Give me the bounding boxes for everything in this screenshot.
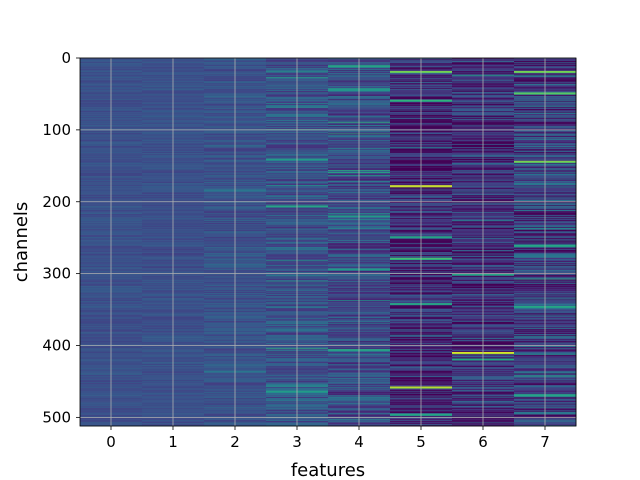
x-tick-label: 6 bbox=[478, 433, 488, 451]
y-axis-label: channels bbox=[11, 202, 32, 283]
y-tick-label: 300 bbox=[42, 265, 71, 283]
y-tick-label: 0 bbox=[61, 49, 71, 67]
x-tick-label: 4 bbox=[354, 433, 364, 451]
x-axis-label: features bbox=[291, 460, 365, 480]
x-tick-label: 3 bbox=[292, 433, 302, 451]
y-tick-label: 200 bbox=[42, 193, 71, 211]
x-tick-label: 7 bbox=[540, 433, 550, 451]
x-tick-label: 0 bbox=[106, 433, 116, 451]
y-tick-label: 500 bbox=[42, 408, 71, 426]
x-tick-label: 2 bbox=[230, 433, 240, 451]
x-tick-label: 5 bbox=[416, 433, 426, 451]
y-tick-label: 100 bbox=[42, 121, 71, 139]
plot-area bbox=[80, 58, 576, 426]
y-tick-label: 400 bbox=[42, 337, 71, 355]
x-tick-label: 1 bbox=[168, 433, 178, 451]
heatmap-cells bbox=[80, 58, 576, 426]
